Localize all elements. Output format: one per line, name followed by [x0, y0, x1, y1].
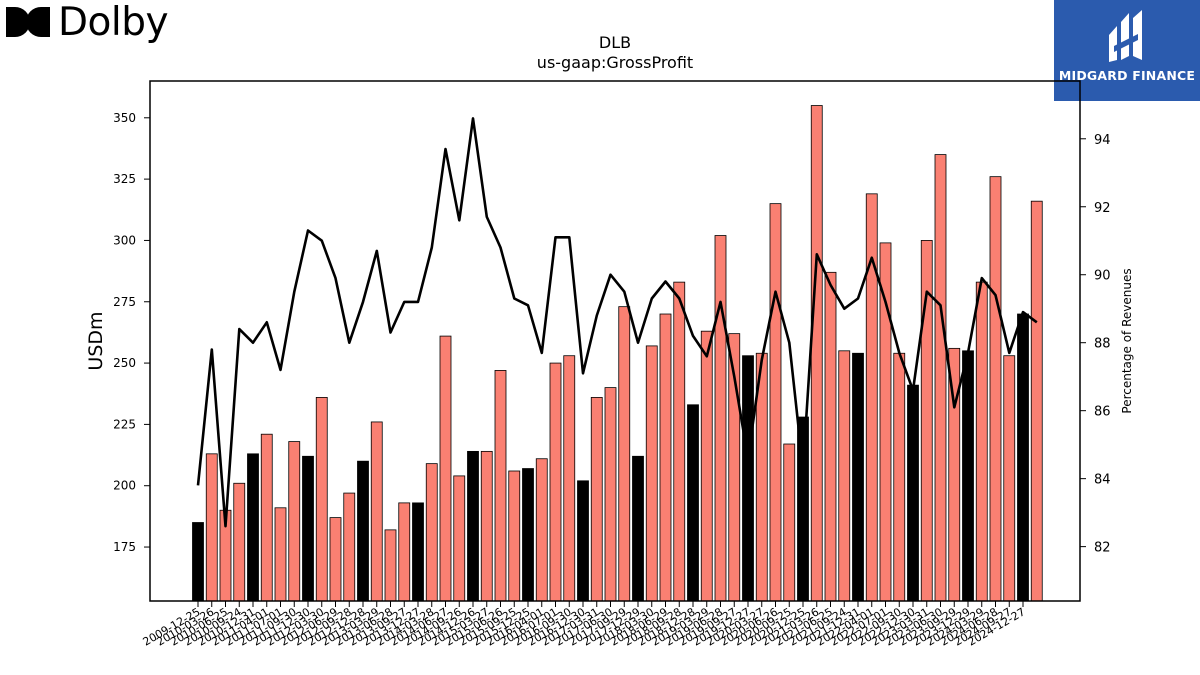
bar	[480, 450, 493, 602]
bar	[357, 460, 369, 602]
bar	[288, 441, 301, 602]
y-tick-label: 175	[113, 540, 136, 554]
bar	[769, 203, 782, 602]
bar	[714, 235, 727, 602]
bar	[687, 404, 699, 602]
bar	[934, 154, 947, 602]
y2-tick-label: 94	[1094, 133, 1111, 148]
midgard-finance-name: MIDGARD FINANCE	[1058, 68, 1196, 83]
bar	[563, 355, 576, 602]
bar	[865, 193, 878, 602]
bar	[425, 463, 438, 602]
right-axis-ticks: 82 84 86 88 90 92 94	[1080, 133, 1111, 556]
midgard-finance-logo: MIDGARD FINANCE	[1054, 0, 1200, 101]
bar	[659, 313, 672, 602]
dolby-wordmark: Dolby	[58, 0, 169, 45]
bar	[398, 502, 411, 602]
bar	[907, 384, 919, 602]
y-tick-label: 350	[113, 111, 136, 125]
bar	[962, 350, 974, 602]
bar	[274, 507, 287, 602]
plot-frame	[149, 80, 1081, 602]
bar	[590, 397, 603, 602]
bar	[192, 522, 204, 602]
bar	[467, 450, 479, 602]
chart-title: DLB	[599, 33, 631, 52]
bar	[453, 475, 466, 602]
x-axis-ticks: 2009-12-252010-03-262010-06-252010-09-24…	[141, 601, 1028, 649]
bar	[302, 455, 314, 602]
bar	[742, 355, 754, 602]
y-tick-label: 200	[113, 479, 136, 493]
y2-tick-label: 92	[1094, 201, 1111, 216]
bar	[632, 455, 644, 602]
y-tick-label: 275	[113, 295, 136, 309]
bar	[893, 352, 906, 602]
dolby-logo: Dolby	[4, 0, 174, 46]
bar	[838, 350, 851, 602]
percentage-line	[196, 117, 1038, 528]
dolby-double-d-icon	[6, 7, 50, 37]
y2-tick-label: 86	[1094, 405, 1111, 420]
y2-tick-label: 82	[1094, 541, 1111, 556]
y-tick-label: 300	[113, 233, 136, 247]
bar	[260, 433, 273, 602]
bar	[645, 345, 658, 602]
bar	[1030, 200, 1043, 602]
y-tick-label: 225	[113, 417, 136, 431]
bar-series	[192, 105, 1043, 602]
bar	[315, 397, 328, 602]
bar	[852, 352, 864, 602]
bar	[604, 387, 617, 602]
bar	[384, 529, 397, 602]
bar	[370, 421, 383, 602]
bar	[494, 370, 507, 602]
bar	[233, 482, 246, 602]
bar	[329, 517, 342, 602]
y2-axis-label: Percentage of Revenues	[1120, 268, 1134, 413]
bar	[879, 242, 892, 602]
y-axis-label: USDm	[85, 311, 107, 370]
bar	[700, 330, 713, 602]
bar	[989, 176, 1002, 602]
bar	[783, 443, 796, 602]
bar	[975, 281, 988, 602]
bar	[618, 306, 631, 602]
bar	[673, 281, 686, 602]
bar	[810, 105, 823, 602]
bar	[247, 453, 259, 602]
bar	[824, 271, 837, 602]
y2-tick-label: 90	[1094, 269, 1111, 284]
bar	[522, 468, 534, 602]
y-tick-label: 325	[113, 172, 136, 186]
bar	[205, 453, 218, 602]
chart-subtitle: us-gaap:GrossProfit	[537, 53, 693, 72]
bar	[439, 335, 452, 602]
midgard-mark-icon	[1109, 10, 1142, 62]
left-axis-ticks: 175 200 225 250 275 300 325 350	[113, 111, 150, 554]
bar	[508, 470, 521, 602]
bar	[412, 502, 424, 602]
bar	[343, 492, 356, 602]
bar	[577, 480, 589, 602]
bar	[549, 362, 562, 602]
y2-tick-label: 84	[1094, 473, 1111, 488]
y-tick-label: 250	[113, 356, 136, 370]
bar	[535, 458, 548, 602]
y2-tick-label: 88	[1094, 337, 1111, 352]
bar	[1017, 313, 1029, 602]
bar	[1003, 355, 1016, 602]
